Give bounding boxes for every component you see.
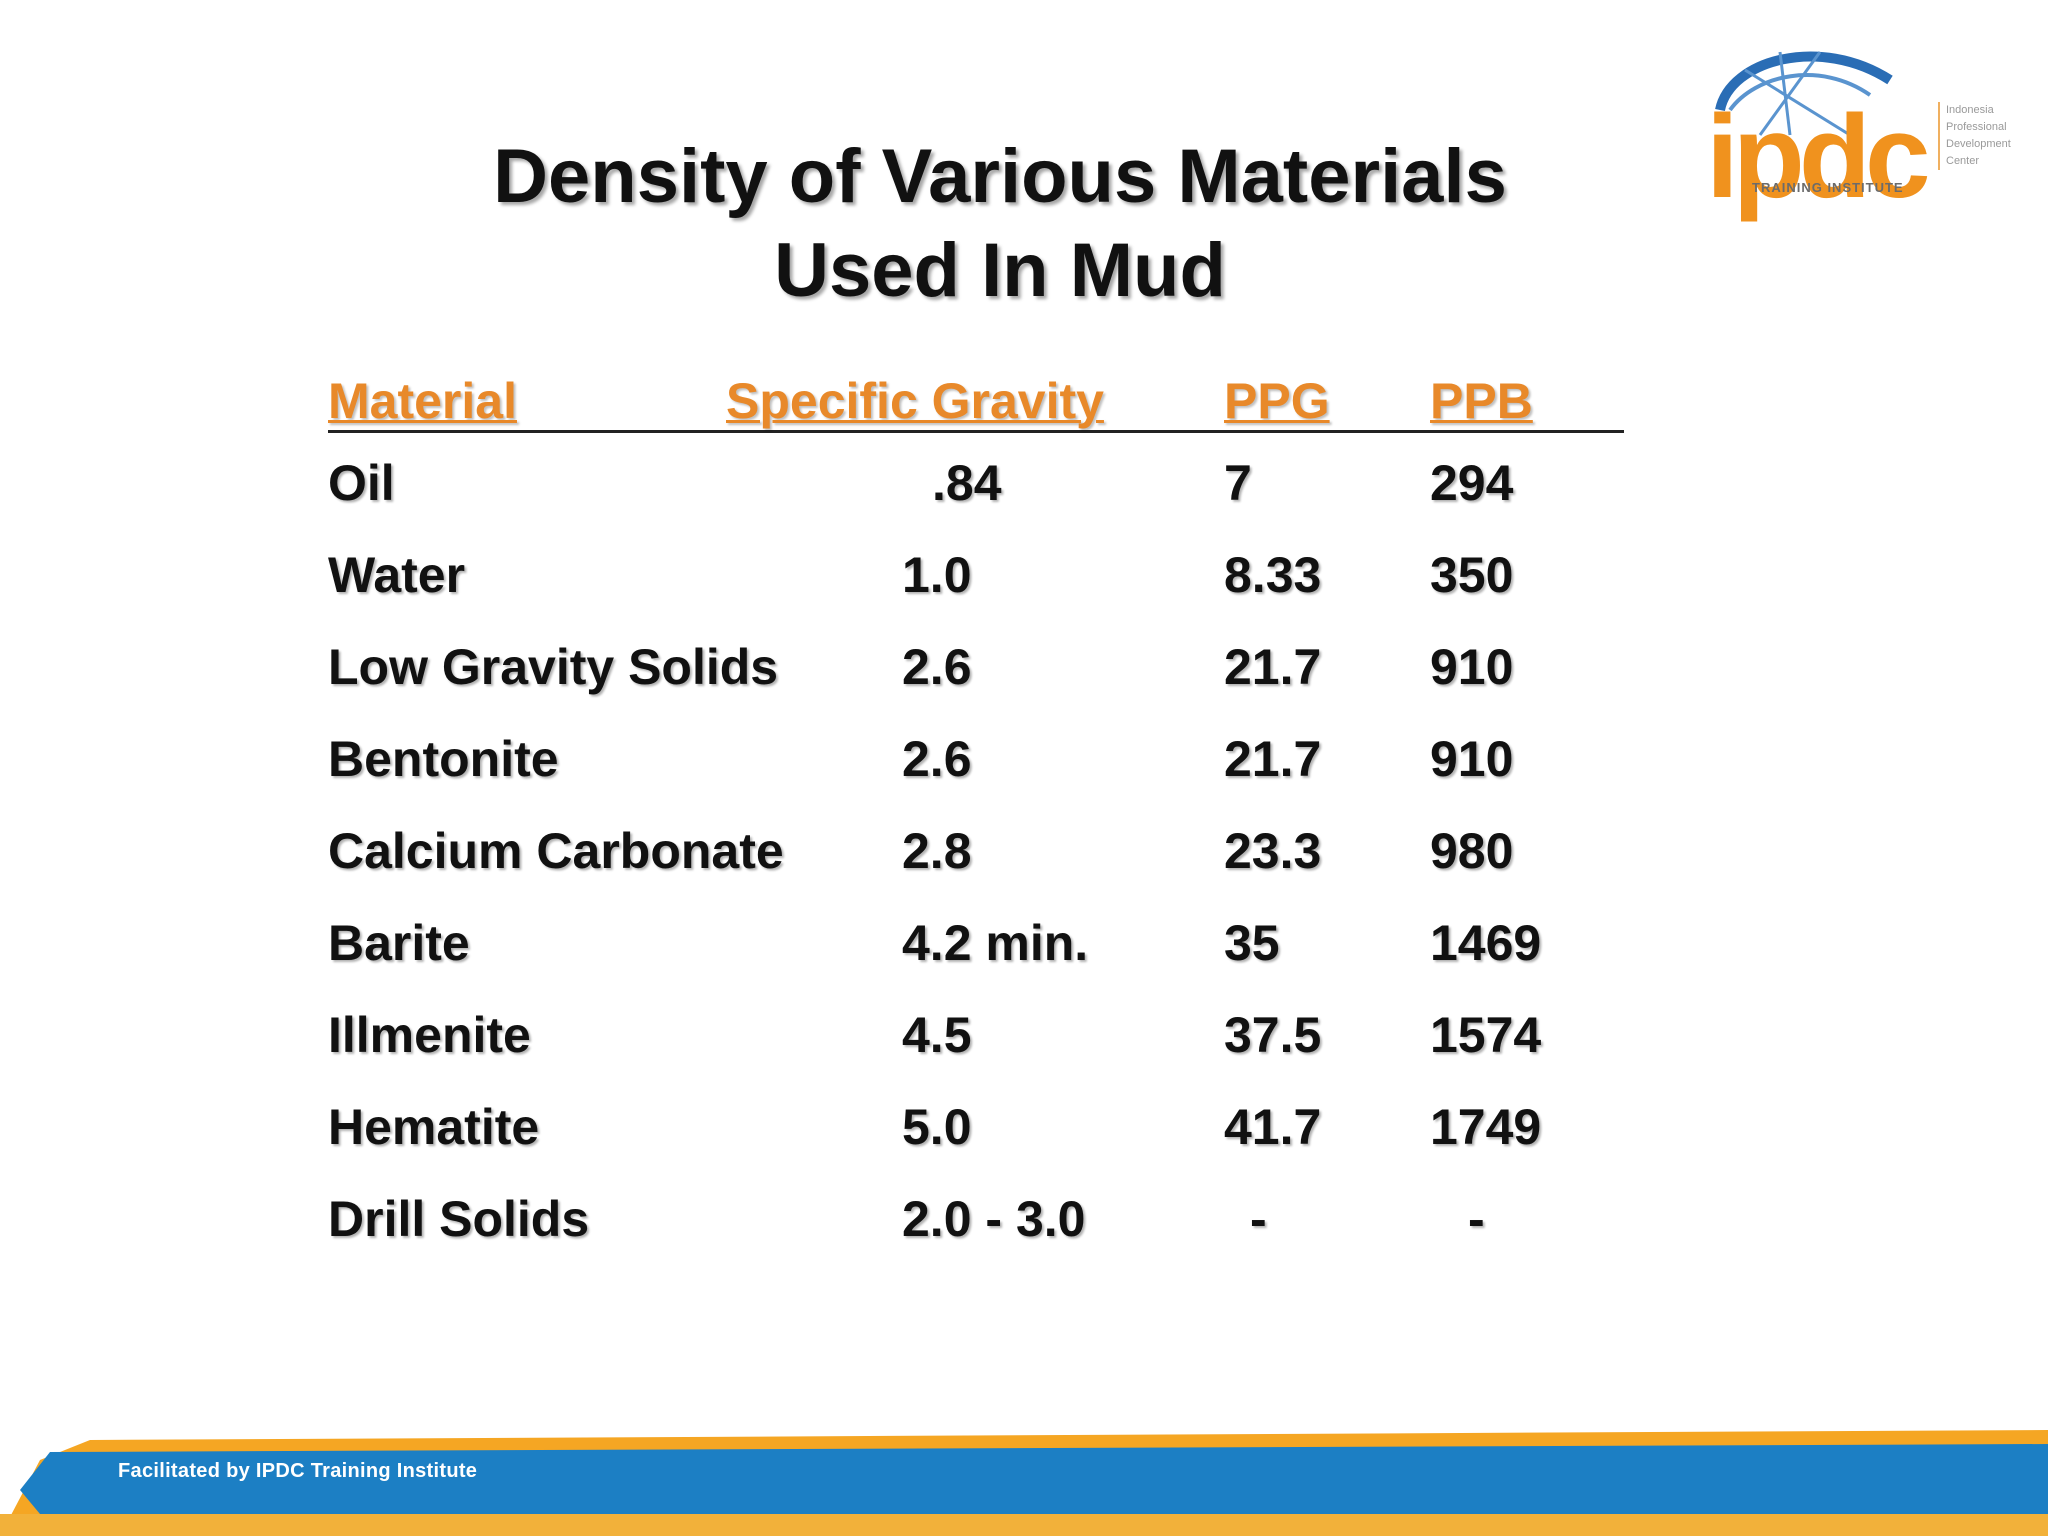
ppb-cell: 980 [1430,823,1514,879]
ppg-cell: 41.7 [1224,1099,1322,1155]
slide-title-line-1: Density of Various Materials [493,134,1507,219]
slide-title-line-2: Used In Mud [774,228,1226,313]
slide-title: Density of Various Materials Used In Mud [0,130,2000,318]
table-header: Material Specific Gravity PPG PPB [328,368,1624,433]
ppg-cell: 23.3 [1224,823,1322,879]
globe-arc-icon [1715,51,1893,137]
ppg-cell: 37.5 [1224,1007,1322,1063]
table-row: Barite 4.2 min. 35 1469 [328,828,1624,971]
ppb-cell: - [1468,1191,1485,1247]
slide-footer: Facilitated by IPDC Training Institute [0,1430,2048,1536]
table-body: Oil .84 7 294 Water 1.0 8.33 350 Low Gra… [328,368,1624,1247]
table-row: Hematite 5.0 41.7 1749 [328,1012,1624,1155]
ppg-cell: - [1250,1191,1267,1247]
ppg-cell: 21.7 [1224,731,1322,787]
specific-gravity-cell: 2.6 [902,731,972,787]
table-row: Water 1.0 8.33 350 [328,460,1624,603]
material-cell: Water [328,547,466,603]
specific-gravity-cell: 4.2 min. [902,915,1089,971]
specific-gravity-cell: 1.0 [902,547,972,603]
material-cell: Drill Solids [328,1191,590,1247]
specific-gravity-cell: 4.5 [902,1007,972,1063]
table-row: Calcium Carbonate 2.8 23.3 980 [328,736,1624,879]
material-cell: Illmenite [328,1007,531,1063]
table-row: Illmenite 4.5 37.5 1574 [328,920,1624,1063]
logo-wordmark: ipdc [1706,91,1931,223]
logo-tagline: TRAINING INSTITUTE [1752,180,1904,195]
specific-gravity-cell: 2.0 - 3.0 [902,1191,1086,1247]
ppb-cell: 1469 [1430,915,1542,971]
ppg-cell: 21.7 [1224,639,1322,695]
specific-gravity-cell: .84 [932,455,1002,511]
table-row: Oil .84 7 294 [328,368,1624,511]
logo-side-line: Indonesia [1946,104,1994,116]
material-cell: Hematite [328,1099,540,1155]
ipdc-logo: ipdc TRAINING INSTITUTE Indonesia Profes… [1700,40,2030,216]
specific-gravity-cell: 5.0 [902,1099,972,1155]
ppb-cell: 294 [1430,455,1514,511]
footer-credit: Facilitated by IPDC Training Institute [118,1460,478,1482]
material-cell: Barite [328,915,470,971]
ppb-cell: 1749 [1430,1099,1542,1155]
material-cell: Oil [328,455,395,511]
table-row: Low Gravity Solids 2.6 21.7 910 [328,552,1624,695]
footer-band-shape [0,1430,2048,1536]
table-row: Bentonite 2.6 21.7 910 [328,644,1624,787]
material-cell: Bentonite [328,731,559,787]
specific-gravity-cell: 2.8 [902,823,972,879]
header-ppg: PPG [1224,373,1330,429]
material-cell: Low Gravity Solids [328,639,779,695]
density-table: Material Specific Gravity PPG PPB Oil .8… [328,368,1624,1247]
material-cell: Calcium Carbonate [328,823,784,879]
ppg-cell: 35 [1224,915,1280,971]
header-specific-gravity: Specific Gravity [726,373,1104,429]
logo-side-line: Center [1946,155,1980,167]
ppb-cell: 350 [1430,547,1514,603]
ppb-cell: 910 [1430,731,1514,787]
ppb-cell: 1574 [1430,1007,1542,1063]
logo-side-line: Development [1946,138,2011,150]
ppg-cell: 7 [1224,455,1252,511]
logo-side-line: Professional [1946,121,2007,133]
specific-gravity-cell: 2.6 [902,639,972,695]
ppg-cell: 8.33 [1224,547,1322,603]
table-row: Drill Solids 2.0 - 3.0 - - [328,1104,1624,1247]
header-ppb: PPB [1430,373,1533,429]
ppb-cell: 910 [1430,639,1514,695]
header-material: Material [328,373,517,429]
logo-side-text: Indonesia Professional Development Cente… [1938,102,2038,170]
